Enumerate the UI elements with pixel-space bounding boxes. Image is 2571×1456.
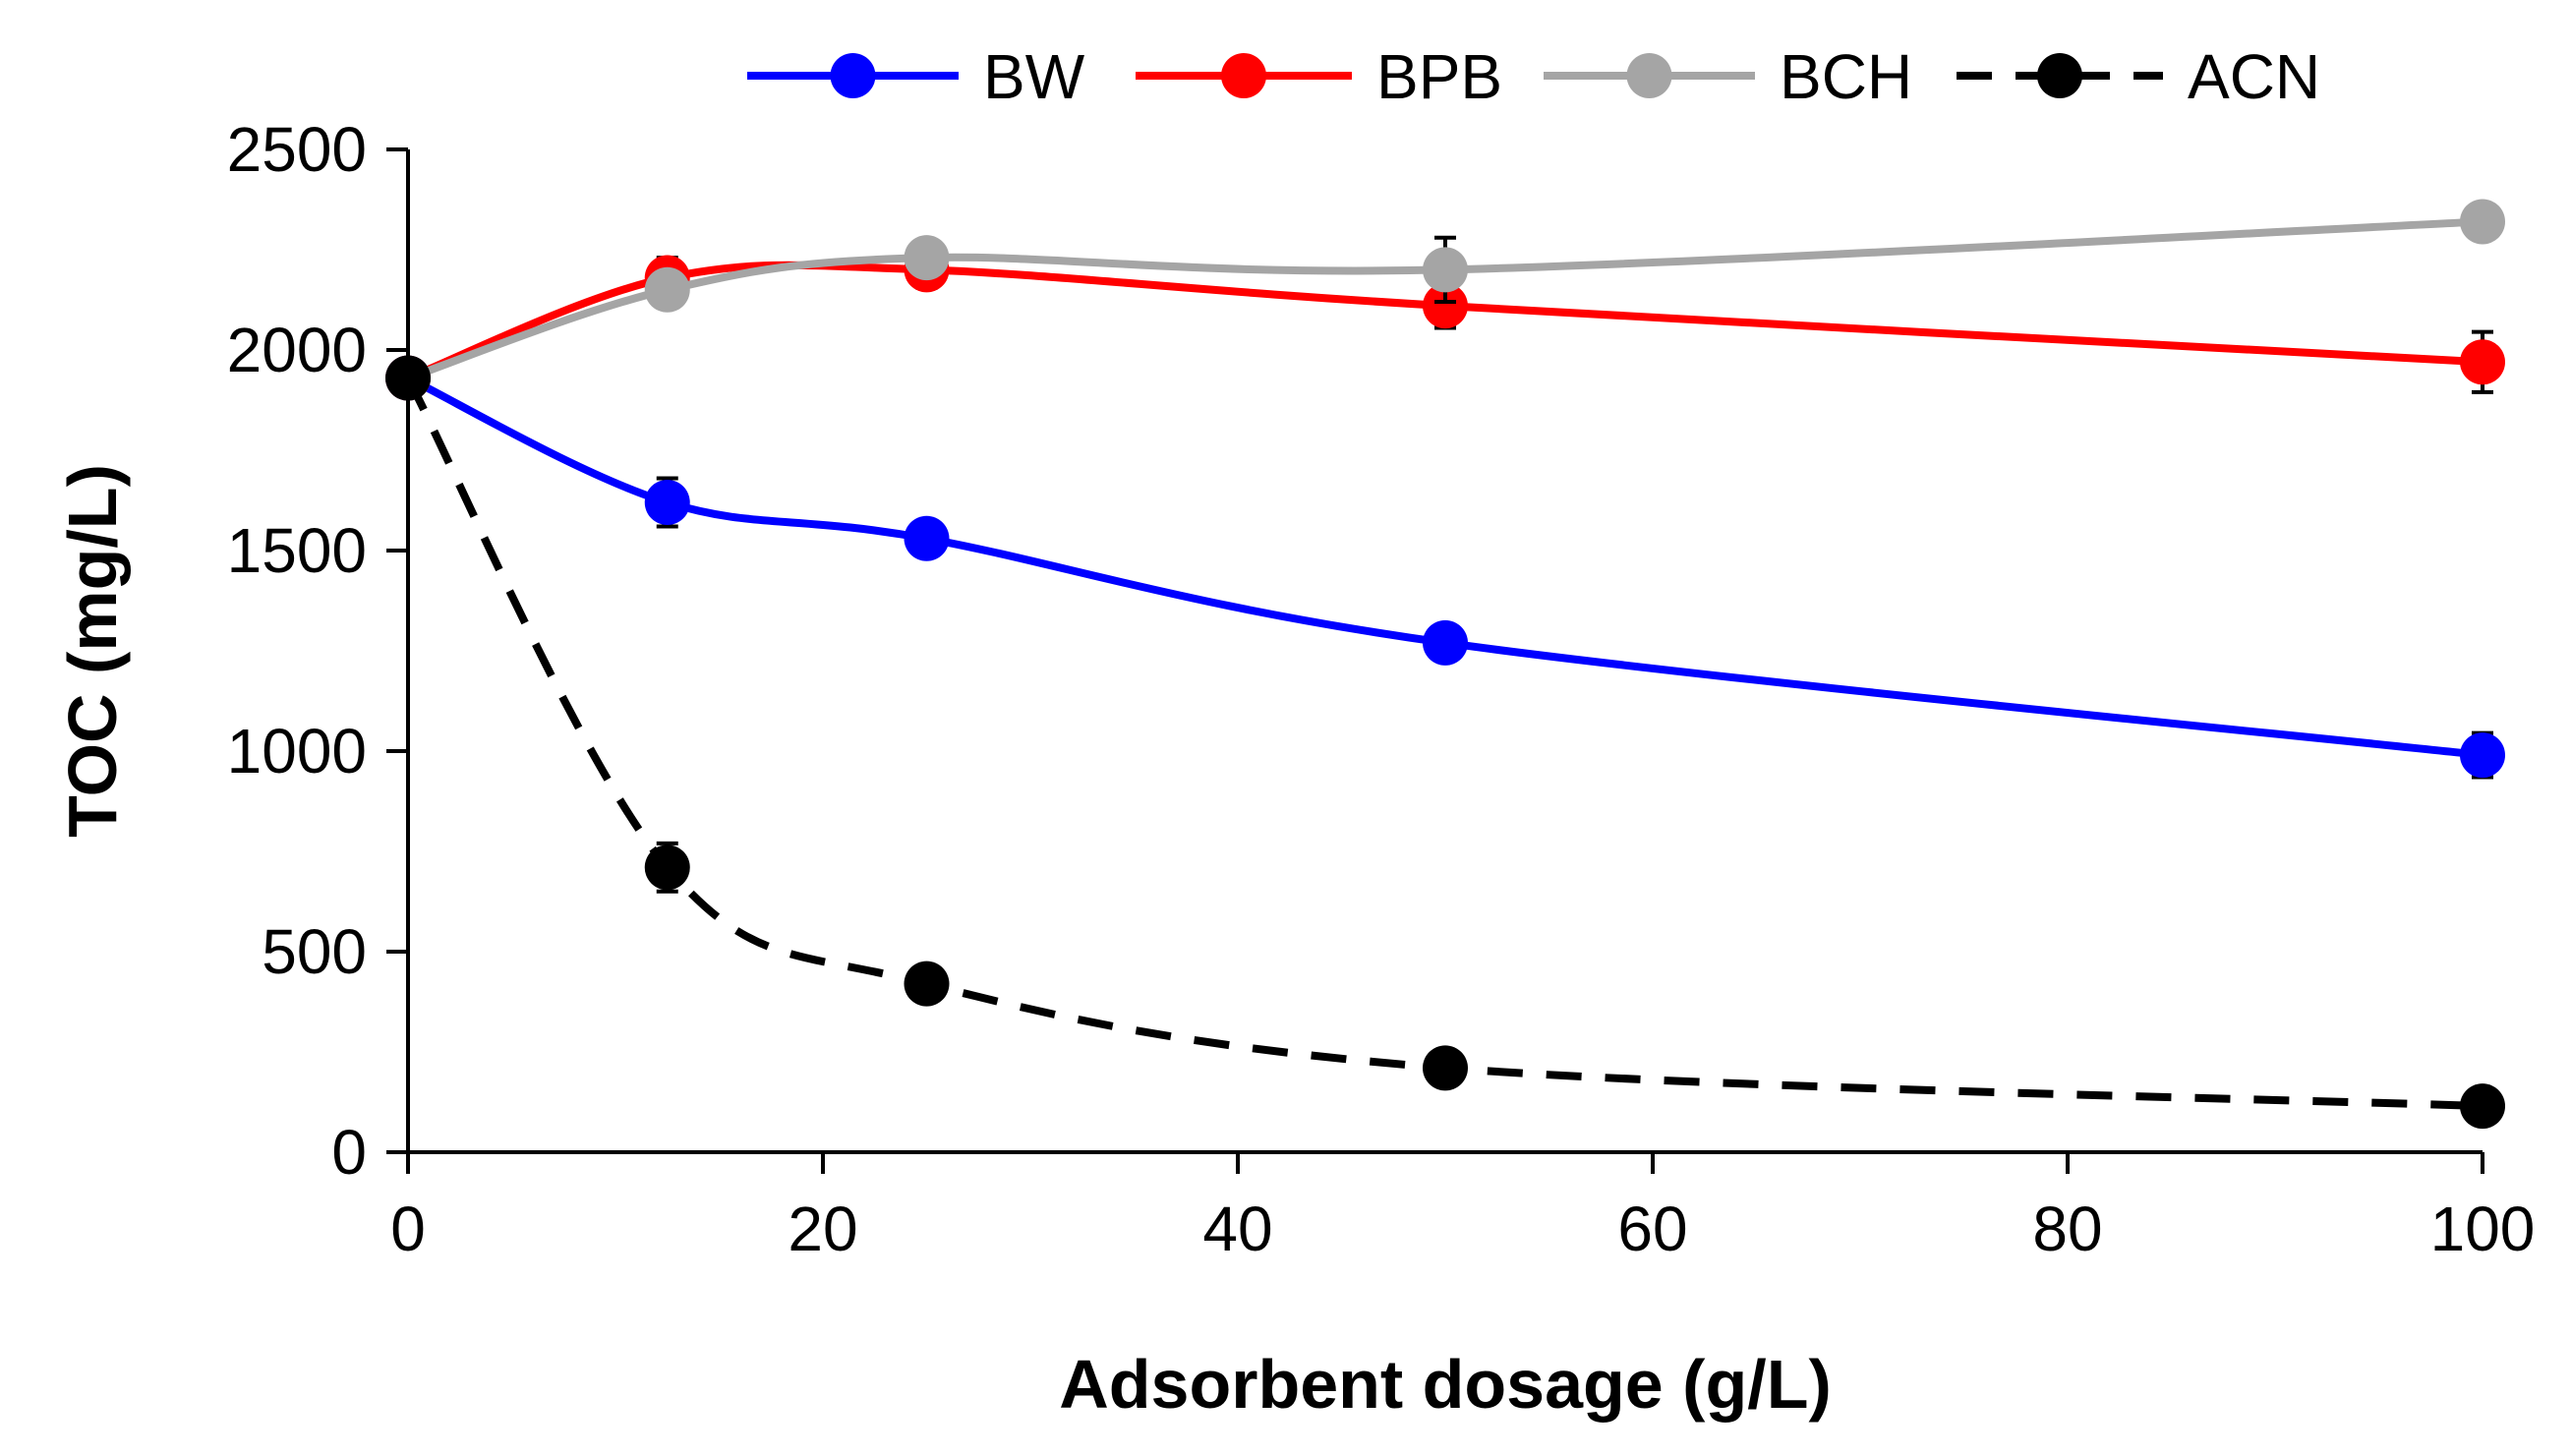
y-tick-label: 1000: [227, 716, 367, 786]
series-line-bw: [406, 374, 2483, 760]
legend-label: BPB: [1376, 41, 1502, 112]
series-acn: [385, 355, 2505, 1130]
series-line-acn: [404, 376, 2483, 1111]
legend-label: BW: [983, 41, 1085, 112]
data-point-bw: [2460, 732, 2505, 779]
data-point-bw: [644, 480, 690, 526]
legend-item-acn: ACN: [1957, 41, 2320, 112]
data-point-bpb: [1423, 283, 1468, 329]
y-ticks: 0 500 1000 1500 2000 2500: [227, 114, 408, 1188]
data-point-acn: [1423, 1045, 1468, 1091]
legend-label: BCH: [1780, 41, 1912, 112]
data-point-acn: [904, 961, 950, 1007]
legend-item-bpb: BPB: [1136, 41, 1502, 112]
legend-item-bw: BW: [747, 41, 1085, 112]
x-axis-title: Adsorbent dosage (g/L): [1059, 1346, 1832, 1423]
x-tick-label: 80: [2032, 1194, 2102, 1264]
legend-item-bch: BCH: [1544, 41, 1912, 112]
y-tick-label: 0: [331, 1117, 367, 1188]
data-point-bpb: [2460, 339, 2505, 385]
y-axis-title: TOC (mg/L): [54, 464, 131, 838]
legend-marker: [1626, 53, 1672, 98]
x-tick-label: 20: [788, 1194, 857, 1264]
legend-marker: [830, 53, 876, 98]
legend-marker: [1221, 53, 1266, 98]
series-line-bch: [406, 217, 2483, 382]
x-tick-label: 40: [1202, 1194, 1272, 1264]
x-ticks: 0 20 40 60 80 100: [390, 1152, 2535, 1264]
series-layer: [385, 199, 2505, 1130]
axes: [406, 149, 2483, 1154]
series-line-bpb: [406, 261, 2483, 382]
y-tick-label: 2500: [227, 114, 367, 185]
legend-label: ACN: [2188, 41, 2320, 112]
legend: BW BPB BCH ACN: [747, 41, 2320, 112]
series-bch: [385, 199, 2505, 401]
x-tick-label: 60: [1617, 1194, 1687, 1264]
x-tick-label: 100: [2430, 1194, 2536, 1264]
data-point-bch: [644, 266, 690, 313]
x-tick-label: 0: [390, 1194, 426, 1264]
data-point-acn: [644, 844, 690, 891]
y-tick-label: 1500: [227, 515, 367, 586]
data-point-bw: [1423, 619, 1468, 666]
y-tick-label: 500: [262, 916, 367, 987]
data-point-bch: [1423, 247, 1468, 293]
series-bw: [385, 355, 2505, 780]
data-point-bch: [904, 235, 950, 281]
legend-marker: [2037, 53, 2082, 98]
data-point-bw: [904, 515, 950, 561]
data-point-acn: [2460, 1083, 2505, 1130]
data-point-bch: [2460, 199, 2505, 245]
y-tick-label: 2000: [227, 315, 367, 385]
